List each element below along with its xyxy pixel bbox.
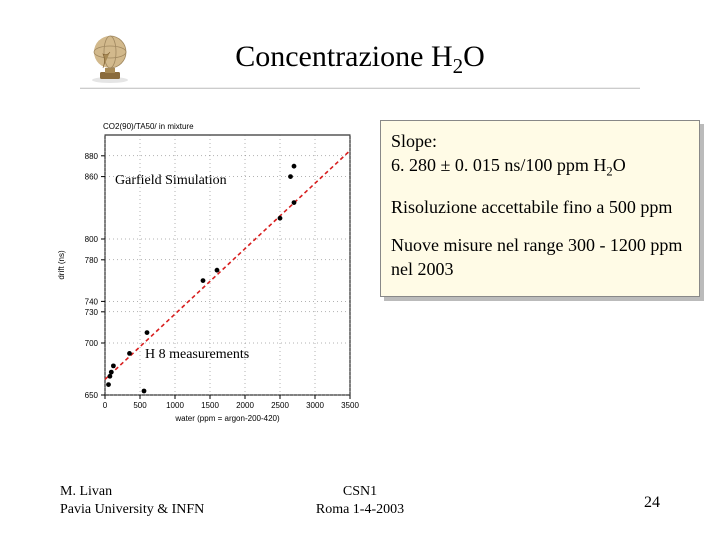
info-box: Slope:6. 280 ± 0. 015 ns/100 ppm H2O Ris… [380,120,700,297]
title-text: Concentrazione H2O [235,40,485,73]
svg-text:2500: 2500 [271,401,289,410]
svg-text:860: 860 [85,173,99,182]
svg-text:CO2(90)/TA50/ in mixture: CO2(90)/TA50/ in mixture [103,122,194,131]
drift-chart: 650 700 730 740 780 800 860 880 0 500 1000 1500 2000… [50,115,360,430]
svg-text:800: 800 [85,235,99,244]
svg-text:730: 730 [85,308,99,317]
svg-text:650: 650 [85,391,99,400]
chart-annotation-meas: H 8 measurements [145,347,249,363]
svg-text:780: 780 [85,256,99,265]
slide-number: 24 [644,494,660,512]
svg-text:3000: 3000 [306,401,324,410]
footer-meeting: CSN1 Roma 1-4-2003 [0,483,720,518]
svg-text:3500: 3500 [341,401,359,410]
svg-text:700: 700 [85,339,99,348]
svg-text:2000: 2000 [236,401,254,410]
svg-text:740: 740 [85,297,99,306]
title-divider [80,88,640,89]
svg-text:1000: 1000 [166,401,184,410]
info-slope: Slope:6. 280 ± 0. 015 ns/100 ppm H2O [391,129,689,181]
footer-meeting-name: CSN1 [343,484,377,499]
svg-text:880: 880 [85,152,99,161]
chart-annotation-sim: Garfield Simulation [115,173,227,189]
svg-text:1500: 1500 [201,401,219,410]
svg-text:500: 500 [133,401,147,410]
svg-text:water (ppm = argon-200-420): water (ppm = argon-200-420) [174,414,280,423]
svg-text:0: 0 [103,401,108,410]
svg-text:drift (ns): drift (ns) [57,250,66,280]
footer-meeting-date: Roma 1-4-2003 [316,502,404,517]
info-resolution: Risoluzione accettabile fino a 500 ppm [391,195,689,219]
page-title: Concentrazione H2O [0,40,720,79]
info-measures: Nuove misure nel range 300 - 1200 ppm ne… [391,233,689,282]
